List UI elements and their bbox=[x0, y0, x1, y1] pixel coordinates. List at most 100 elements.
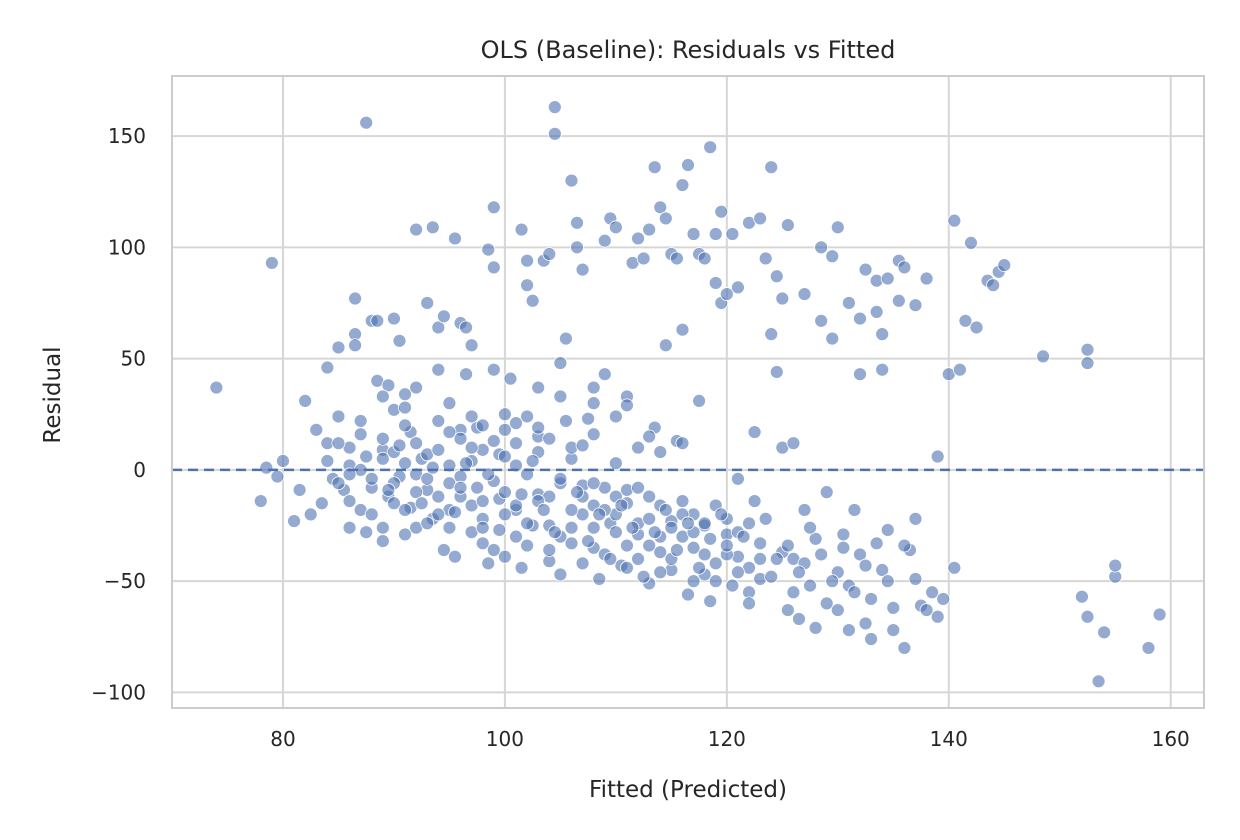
scatter-point bbox=[647, 525, 662, 540]
scatter-point bbox=[414, 496, 429, 511]
scatter-point bbox=[475, 494, 490, 508]
scatter-point bbox=[453, 431, 468, 446]
scatter-point bbox=[897, 260, 912, 275]
scatter-point bbox=[1080, 356, 1095, 370]
scatter-point bbox=[364, 507, 379, 522]
scatter-point bbox=[292, 483, 307, 497]
scatter-point bbox=[842, 623, 856, 638]
scatter-point bbox=[631, 440, 645, 455]
scatter-point bbox=[475, 536, 490, 551]
scatter-point bbox=[814, 547, 829, 562]
scatter-point bbox=[431, 442, 446, 457]
scatter-point bbox=[703, 140, 718, 155]
scatter-point bbox=[958, 313, 973, 328]
scatter-point bbox=[636, 251, 651, 266]
y-axis-ticks: −100 −50 0 50 100 150 bbox=[91, 124, 146, 704]
scatter-point bbox=[764, 569, 779, 584]
scatter-point bbox=[742, 516, 756, 531]
scatter-point bbox=[398, 418, 412, 433]
scatter-point bbox=[498, 507, 512, 522]
scatter-point bbox=[736, 529, 751, 544]
scatter-point bbox=[486, 200, 501, 215]
scatter-point bbox=[342, 494, 357, 508]
scatter-point bbox=[564, 536, 579, 551]
scatter-point bbox=[653, 565, 668, 580]
scatter-point bbox=[836, 540, 851, 555]
scatter-point bbox=[708, 276, 723, 290]
scatter-point bbox=[570, 215, 584, 230]
scatter-point bbox=[719, 287, 734, 301]
scatter-point bbox=[891, 293, 906, 308]
scatter-point bbox=[681, 516, 695, 531]
scatter-point bbox=[886, 623, 901, 638]
scatter-point bbox=[381, 378, 396, 393]
scatter-point bbox=[864, 592, 878, 606]
scatter-point bbox=[675, 494, 690, 508]
scatter-point bbox=[919, 603, 934, 617]
scatter-point bbox=[869, 536, 884, 551]
scatter-point bbox=[631, 480, 645, 495]
scatter-point bbox=[830, 603, 845, 617]
scatter-point bbox=[320, 360, 335, 375]
scatter-point bbox=[509, 436, 523, 451]
chart-title: OLS (Baseline): Residuals vs Fitted bbox=[481, 36, 896, 64]
scatter-point bbox=[431, 362, 446, 377]
scatter-point bbox=[370, 313, 385, 328]
scatter-point bbox=[520, 516, 534, 531]
scatter-point bbox=[498, 449, 512, 464]
scatter-point bbox=[1091, 674, 1106, 689]
scatter-point bbox=[997, 258, 1012, 273]
scatter-point bbox=[697, 516, 712, 531]
y-tick-label: 100 bbox=[108, 235, 146, 259]
scatter-point bbox=[392, 438, 407, 453]
scatter-point bbox=[525, 293, 540, 308]
x-axis-ticks: 80 100 120 140 160 bbox=[270, 727, 1190, 751]
scatter-point bbox=[686, 574, 701, 589]
x-tick-label: 80 bbox=[270, 727, 295, 751]
scatter-point bbox=[908, 572, 923, 586]
scatter-point bbox=[509, 498, 523, 513]
scatter-point bbox=[597, 367, 612, 382]
scatter-point bbox=[1080, 342, 1095, 357]
scatter-point bbox=[886, 600, 901, 615]
scatter-point bbox=[442, 425, 457, 439]
scatter-point bbox=[320, 454, 335, 468]
scatter-point bbox=[608, 220, 623, 235]
scatter-point bbox=[514, 222, 529, 237]
scatter-point bbox=[681, 587, 695, 602]
scatter-point bbox=[930, 449, 945, 464]
scatter-point bbox=[753, 211, 768, 226]
scatter-point bbox=[925, 585, 940, 600]
scatter-point bbox=[375, 520, 390, 535]
scatter-point bbox=[819, 596, 834, 611]
scatter-point bbox=[636, 569, 651, 584]
scatter-point bbox=[825, 574, 840, 589]
scatter-point bbox=[553, 567, 568, 582]
scatter-point bbox=[1152, 607, 1167, 622]
scatter-point bbox=[398, 503, 412, 517]
plot-area-frame bbox=[171, 75, 1205, 709]
scatter-point bbox=[853, 311, 867, 326]
scatter-point bbox=[509, 529, 523, 544]
scatter-point bbox=[664, 520, 679, 535]
scatter-point bbox=[375, 389, 390, 404]
scatter-point bbox=[425, 220, 440, 235]
scatter-point bbox=[614, 498, 629, 513]
scatter-point bbox=[1108, 558, 1123, 573]
scatter-point bbox=[586, 380, 601, 395]
scatter-point bbox=[880, 523, 895, 537]
scatter-point bbox=[686, 540, 701, 555]
scatter-point bbox=[692, 560, 706, 575]
scatter-point bbox=[908, 511, 923, 526]
scatter-point bbox=[803, 578, 817, 593]
scatter-point bbox=[797, 287, 812, 301]
scatter-point bbox=[930, 609, 945, 624]
scatter-point bbox=[570, 240, 584, 255]
scatter-point bbox=[919, 271, 934, 286]
scatter-point bbox=[858, 558, 873, 573]
scatter-point bbox=[387, 496, 401, 511]
scatter-point bbox=[608, 525, 623, 540]
scatter-point bbox=[875, 563, 890, 577]
scatter-point bbox=[542, 543, 557, 557]
scatter-point bbox=[409, 380, 424, 395]
